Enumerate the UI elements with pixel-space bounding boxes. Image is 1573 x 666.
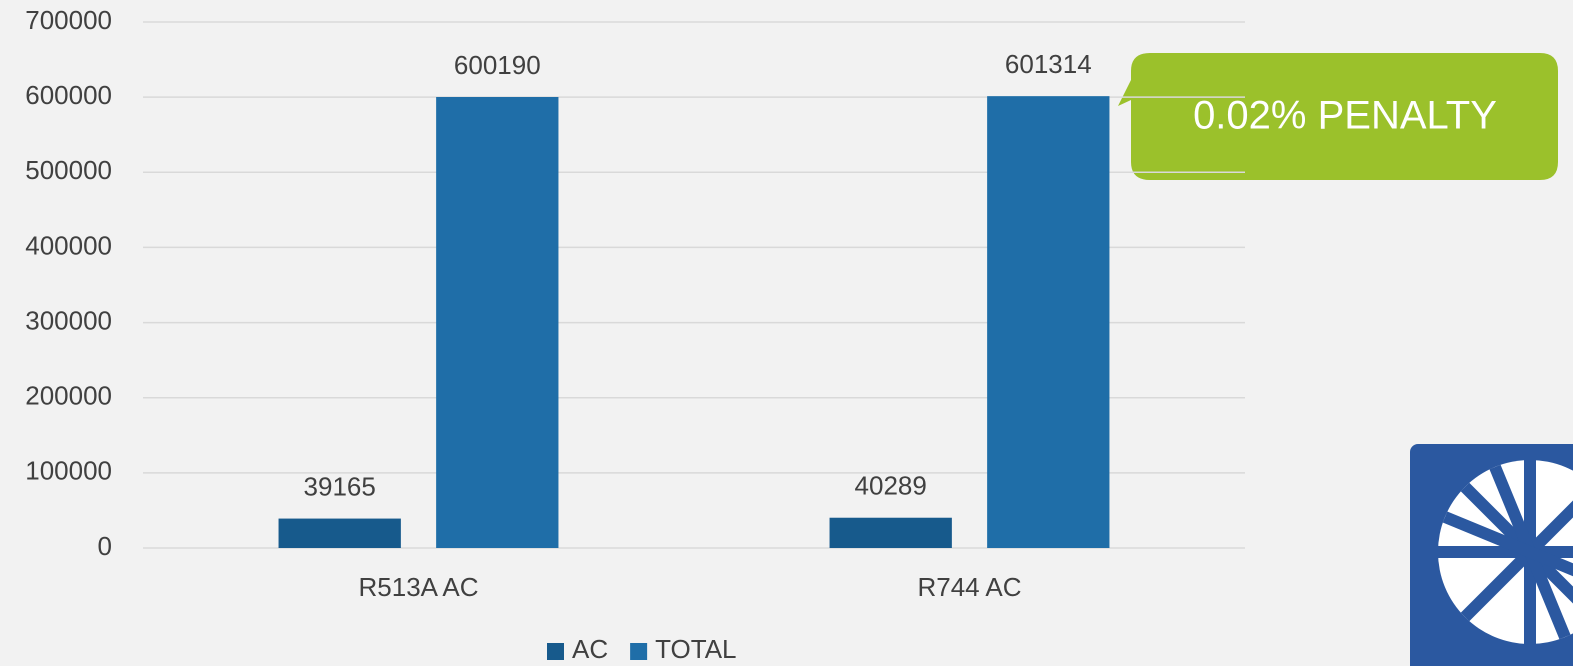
legend-swatch <box>630 643 648 660</box>
annotation: 0.02% PENALTY <box>1193 94 1497 138</box>
x-tick-label: R513A AC <box>359 572 479 602</box>
bar <box>436 97 559 548</box>
data-label: 600190 <box>454 50 541 80</box>
bar <box>829 517 952 548</box>
data-label: 39165 <box>304 471 376 501</box>
y-tick-label: 400000 <box>25 230 112 260</box>
logo-spokes <box>1438 460 1573 644</box>
data-label: 601314 <box>1005 49 1092 79</box>
y-tick-label: 300000 <box>25 305 112 335</box>
data-label: 40289 <box>855 471 927 501</box>
y-tick-label: 600000 <box>25 80 112 110</box>
y-tick-label: 0 <box>98 531 112 561</box>
legend-label: TOTAL <box>655 634 736 664</box>
callout: 0.02% PENALTY <box>1118 53 1558 180</box>
legend-swatch <box>547 643 564 660</box>
y-tick-label: 200000 <box>25 381 112 411</box>
legend-label: AC <box>572 634 608 664</box>
logo <box>1410 444 1573 666</box>
y-tick-label: 500000 <box>25 155 112 185</box>
callout-shape <box>1118 53 1558 180</box>
y-tick-label: 700000 <box>25 5 112 35</box>
x-tick-label: R744 AC <box>917 572 1021 602</box>
bar <box>278 518 401 548</box>
y-tick-label: 100000 <box>25 456 112 486</box>
bar <box>987 96 1110 548</box>
